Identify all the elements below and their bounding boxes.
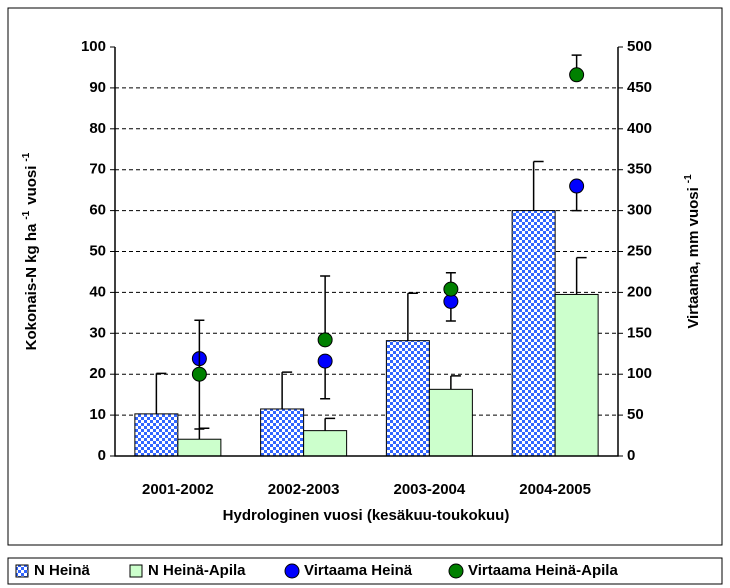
bar xyxy=(260,408,305,457)
y-tick-label: 90 xyxy=(89,79,106,96)
bar xyxy=(303,430,348,457)
y-tick-label: 100 xyxy=(81,38,106,55)
y2-tick-label: 100 xyxy=(627,365,652,382)
error-bar xyxy=(198,427,210,440)
y2-tick-label: 0 xyxy=(627,447,635,464)
legend-swatch xyxy=(448,563,464,579)
y-tick-label: 70 xyxy=(89,161,106,178)
point xyxy=(569,67,585,83)
y-tick-label: 80 xyxy=(89,120,106,137)
bar xyxy=(134,413,179,457)
error-bar xyxy=(281,371,293,409)
y2-tick-label: 150 xyxy=(627,324,652,341)
error-bar xyxy=(155,372,167,414)
y2-tick-label: 350 xyxy=(627,161,652,178)
y-axis-label: Kokonais-N kg ha -1 vuosi -1 xyxy=(21,152,40,350)
y2-tick-label: 200 xyxy=(627,283,652,300)
legend-swatch xyxy=(15,564,29,578)
legend-label: N Heinä xyxy=(34,562,91,579)
y2-axis-label: Virtaama, mm vuosi -1 xyxy=(683,174,702,329)
error-bar xyxy=(532,160,544,211)
y2-tick-label: 400 xyxy=(627,120,652,137)
bar xyxy=(177,438,222,457)
bar xyxy=(428,388,473,457)
axis-label-part: Virtaama, mm vuosi xyxy=(685,187,702,328)
legend-swatch xyxy=(284,563,300,579)
point xyxy=(191,366,207,382)
y2-tick-label: 250 xyxy=(627,242,652,259)
legend-label: Virtaama Heinä xyxy=(304,562,413,579)
error-bar xyxy=(450,375,461,390)
error-bar xyxy=(575,256,587,295)
x-tick-label: 2001-2002 xyxy=(142,481,214,498)
legend-swatch xyxy=(129,564,143,578)
x-tick-label: 2002-2003 xyxy=(268,481,340,498)
legend-label: N Heinä-Apila xyxy=(148,562,246,579)
superscript: -1 xyxy=(21,152,32,161)
y-tick-label: 40 xyxy=(89,283,106,300)
superscript: -1 xyxy=(21,210,32,219)
x-axis-label: Hydrologinen vuosi (kesäkuu-toukokuu) xyxy=(223,507,510,524)
y-tick-label: 20 xyxy=(89,365,106,382)
axis-label-part: vuosi xyxy=(23,166,40,205)
x-tick-label: 2004-2005 xyxy=(519,481,591,498)
y2-tick-label: 300 xyxy=(627,202,652,219)
legend-frame xyxy=(7,557,723,585)
axes xyxy=(114,47,619,457)
x-tick-label: 2003-2004 xyxy=(394,481,466,498)
point xyxy=(317,353,333,369)
bar xyxy=(511,210,556,457)
y-tick-label: 30 xyxy=(89,324,106,341)
error-bar xyxy=(324,417,336,431)
point xyxy=(569,178,585,194)
y-tick-label: 10 xyxy=(89,406,106,423)
y2-tick-label: 50 xyxy=(627,406,644,423)
y2-tick-label: 500 xyxy=(627,38,652,55)
y-tick-label: 50 xyxy=(89,242,106,259)
bar xyxy=(554,293,599,457)
y2-tick-label: 450 xyxy=(627,79,652,96)
y-tick-label: 0 xyxy=(98,447,106,464)
error-bar xyxy=(320,275,331,340)
axis-label-part: Kokonais-N kg ha xyxy=(23,223,40,350)
error-bar xyxy=(407,292,418,341)
superscript: -1 xyxy=(683,174,694,183)
point xyxy=(317,332,333,348)
legend-label: Virtaama Heinä-Apila xyxy=(468,562,618,579)
point xyxy=(443,281,459,297)
bar xyxy=(385,340,430,457)
error-bar xyxy=(194,319,205,375)
y-tick-label: 60 xyxy=(89,202,106,219)
